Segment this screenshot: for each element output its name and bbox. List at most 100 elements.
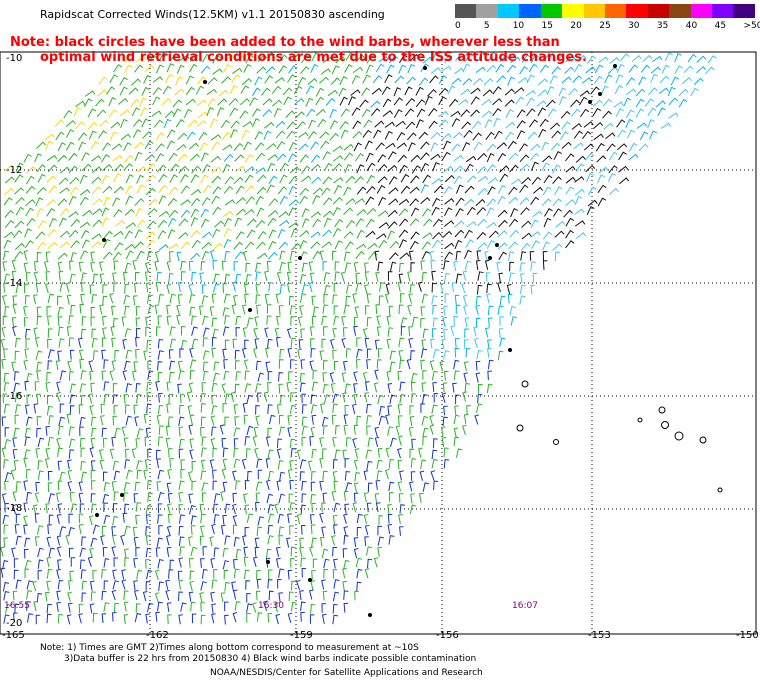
wind-barb xyxy=(407,63,416,74)
wind-barb xyxy=(222,447,229,458)
wind-barb xyxy=(579,90,590,97)
wind-barb xyxy=(279,219,290,227)
wind-barb xyxy=(191,338,199,348)
wind-barb xyxy=(66,141,75,151)
wind-barb xyxy=(430,142,439,152)
wind-barb xyxy=(497,209,508,218)
wind-barb xyxy=(26,394,31,405)
wind-barb xyxy=(278,568,285,578)
wind-barb xyxy=(128,87,139,95)
wind-barb xyxy=(291,580,296,591)
wind-barb xyxy=(244,436,250,446)
wind-barb xyxy=(36,306,42,317)
wind-barb xyxy=(301,165,311,174)
wind-barb xyxy=(268,470,275,481)
wind-barb xyxy=(432,218,443,227)
wind-barb xyxy=(244,241,255,250)
wind-barb xyxy=(186,131,196,140)
wind-barb xyxy=(506,64,517,73)
wind-barb xyxy=(202,184,212,194)
wind-barb xyxy=(178,491,183,502)
wind-barb xyxy=(1,447,7,458)
wind-barb xyxy=(301,55,311,64)
wind-barb xyxy=(574,208,585,215)
wind-barb xyxy=(136,55,147,63)
wind-barb xyxy=(223,153,234,162)
wind-barb xyxy=(329,372,335,383)
wind-barb xyxy=(486,293,491,304)
wind-barb xyxy=(607,66,618,74)
wind-barb xyxy=(81,239,90,249)
wind-barb xyxy=(276,557,281,568)
wind-barb xyxy=(333,315,340,326)
wind-barb xyxy=(146,339,152,350)
wind-barb xyxy=(321,603,326,613)
wind-barb xyxy=(45,251,51,262)
wind-barb xyxy=(438,119,449,128)
wind-barb xyxy=(190,230,200,238)
wind-barb xyxy=(119,76,128,86)
wind-barb xyxy=(14,174,24,183)
wind-barb xyxy=(252,118,260,128)
wind-barb xyxy=(180,199,191,206)
wind-barb xyxy=(59,403,65,414)
wind-barb xyxy=(26,601,31,611)
wind-barb xyxy=(58,416,66,427)
wind-barb xyxy=(497,305,504,315)
wind-barb xyxy=(408,250,414,261)
wind-barb xyxy=(199,592,204,603)
wind-barb xyxy=(431,282,437,293)
wind-barb xyxy=(109,370,115,381)
wind-barb xyxy=(278,383,284,394)
wind-barb xyxy=(398,337,405,347)
wind-barb xyxy=(256,526,263,537)
wind-barb xyxy=(80,370,87,380)
wind-barb xyxy=(565,153,575,162)
island-outline xyxy=(516,424,524,432)
wind-barb xyxy=(301,480,307,491)
wind-barb xyxy=(376,459,383,470)
wind-barb xyxy=(372,75,383,84)
wind-barb xyxy=(145,514,151,525)
wind-barb xyxy=(156,458,161,469)
wind-barb xyxy=(428,107,438,117)
wind-barb xyxy=(144,153,155,161)
wind-barb xyxy=(356,208,367,216)
wind-barb xyxy=(213,493,221,503)
wind-barb xyxy=(678,98,688,108)
wind-barb xyxy=(310,481,316,492)
wind-barb xyxy=(222,403,228,413)
wind-barb xyxy=(48,415,54,425)
wind-barb xyxy=(355,243,367,250)
wind-barb xyxy=(199,272,204,283)
wind-barb xyxy=(212,372,220,383)
wind-barb xyxy=(12,504,18,515)
wind-barb xyxy=(167,614,172,625)
wind-barb xyxy=(178,614,183,625)
wind-barb xyxy=(145,187,156,196)
wind-barb xyxy=(189,580,194,592)
wind-barb xyxy=(415,119,424,129)
wind-barb xyxy=(26,469,31,479)
legend-swatch xyxy=(455,4,477,18)
wind-barb xyxy=(89,370,94,381)
wind-barb xyxy=(133,589,139,601)
wind-barb xyxy=(112,197,121,207)
wind-barb xyxy=(420,63,430,73)
lat-label-18: -18 xyxy=(6,503,22,514)
wind-barb xyxy=(519,284,526,295)
wind-barb xyxy=(255,294,261,304)
wind-barb xyxy=(310,338,315,348)
wind-barb xyxy=(202,350,210,360)
wind-barb xyxy=(322,372,327,383)
wind-barb xyxy=(264,293,270,304)
wind-barb xyxy=(443,328,448,339)
wind-barb xyxy=(353,424,359,435)
wind-barb xyxy=(37,470,44,480)
wind-barb xyxy=(324,284,331,295)
wind-barb xyxy=(35,350,43,360)
wind-barb xyxy=(418,492,424,503)
wind-barb xyxy=(388,176,398,185)
wind-barb xyxy=(81,163,92,172)
wind-barb xyxy=(475,317,481,328)
